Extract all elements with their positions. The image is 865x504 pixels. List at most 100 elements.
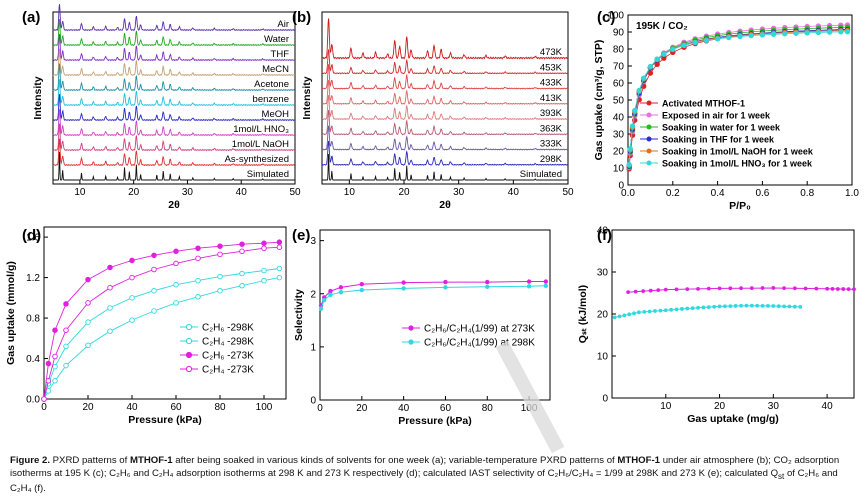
caption-compound-2: MTHOF-1 bbox=[617, 455, 661, 466]
qst-point bbox=[766, 304, 770, 308]
selectivity-point bbox=[321, 297, 327, 303]
xrd-trace bbox=[52, 138, 296, 167]
panel-b-y-axis-label: Intensity bbox=[301, 76, 313, 119]
isotherm-point bbox=[107, 264, 113, 271]
y-tick-label: 40 bbox=[613, 113, 625, 124]
xrd-trace-label: 1mol/L NaOH bbox=[232, 139, 289, 150]
isotherm-point bbox=[261, 277, 267, 284]
x-tick-label: 0.0 bbox=[621, 188, 635, 199]
y-tick-label: 0.4 bbox=[26, 354, 40, 365]
isotherm-point bbox=[239, 241, 245, 247]
qst-point bbox=[653, 309, 657, 313]
isotherm-point bbox=[759, 32, 766, 38]
isotherm-point bbox=[726, 34, 732, 41]
isotherm-point bbox=[661, 51, 667, 57]
panel-c-series bbox=[626, 22, 851, 172]
legend-entry: C₂H₆/C₂H₄(1/99) at 298K bbox=[424, 338, 535, 349]
caption-compound-1: MTHOF-1 bbox=[129, 455, 173, 466]
panel-c-legend: Activated MTHOF-1 Exposed in air for 1 we… bbox=[640, 99, 814, 169]
qst-point bbox=[771, 286, 776, 290]
qst-point bbox=[814, 286, 819, 291]
panel-a-panel-label: (a) bbox=[22, 9, 40, 26]
panel-d-series bbox=[41, 239, 283, 402]
isotherm-point bbox=[41, 396, 47, 402]
panel-b-frame bbox=[321, 11, 569, 185]
qst-point bbox=[798, 304, 803, 309]
qst-point bbox=[636, 310, 641, 315]
y-tick-label: 40 bbox=[597, 226, 609, 237]
panel-d-y-axis-label: Gas uptake (mmol/g) bbox=[5, 261, 17, 365]
legend-swatch-marker bbox=[646, 160, 652, 166]
legend-swatch-marker bbox=[408, 325, 414, 331]
isotherm-point bbox=[151, 308, 157, 314]
isotherm-point bbox=[151, 252, 157, 259]
qst-point bbox=[782, 304, 786, 309]
xrd-trace-label: 333K bbox=[540, 139, 563, 150]
legend-entry: Soaking in 1mol/L HNO₃ for 1 week bbox=[662, 159, 813, 169]
qst-point bbox=[749, 286, 754, 291]
isotherm-point bbox=[804, 30, 810, 36]
isotherm-point bbox=[45, 360, 52, 367]
qst-point bbox=[669, 307, 674, 312]
legend-swatch-marker bbox=[646, 136, 652, 142]
caption-text-2: after being soaked in various kinds of s… bbox=[175, 455, 615, 466]
isotherm-point bbox=[261, 267, 267, 274]
panel-c-y-ticks: 0 10 20 30 40 50 60 70 80 90 100 bbox=[607, 11, 632, 192]
isotherm-point bbox=[151, 266, 157, 273]
xrd-trace bbox=[321, 49, 569, 75]
legend-entry: C₂H₆/C₂H₄(1/99) at 273K bbox=[424, 324, 535, 335]
caption-text-3: under air atmosphere (b); CO₂ adsorption… bbox=[10, 455, 840, 479]
qst-point bbox=[792, 286, 797, 291]
legend-entry: Exposed in air for 1 week bbox=[662, 111, 771, 121]
x-tick-label: 0.6 bbox=[755, 188, 769, 199]
y-tick-label: 3 bbox=[310, 236, 316, 247]
isotherm-point bbox=[52, 378, 58, 384]
isotherm-point bbox=[629, 123, 636, 129]
isotherm-point bbox=[815, 29, 822, 36]
qst-point bbox=[728, 286, 733, 291]
qst-point bbox=[674, 287, 679, 292]
isotherm-point bbox=[85, 300, 91, 306]
xrd-trace bbox=[321, 109, 569, 136]
isotherm-point bbox=[195, 255, 201, 262]
y-tick-label: 1.6 bbox=[26, 233, 40, 244]
x-tick-label: 10 bbox=[74, 187, 86, 198]
legend-entry: Soaking in 1mol/L NaOH for 1 week bbox=[662, 147, 814, 157]
x-tick-label: 40 bbox=[508, 187, 520, 198]
xrd-trace bbox=[52, 48, 296, 77]
panel-a-x-axis-label: 2θ bbox=[168, 199, 180, 211]
xrd-trace-label: 393K bbox=[540, 108, 563, 119]
legend-swatch-marker bbox=[185, 365, 193, 373]
legend-swatch-marker bbox=[646, 124, 652, 130]
xrd-trace bbox=[52, 63, 295, 92]
legend-swatch-marker bbox=[408, 339, 414, 345]
legend-swatch-marker bbox=[185, 351, 193, 359]
qst-point bbox=[685, 287, 690, 292]
qst-point bbox=[803, 286, 808, 291]
panel-e-y-axis-label: Selectivity bbox=[293, 289, 305, 341]
x-tick-label: 80 bbox=[214, 402, 226, 413]
y-tick-label: 0 bbox=[602, 394, 608, 405]
selectivity-point bbox=[526, 284, 532, 289]
qst-point bbox=[648, 288, 653, 293]
xrd-trace bbox=[52, 34, 296, 62]
isotherm-point bbox=[85, 276, 91, 283]
isotherm-point bbox=[217, 273, 223, 280]
xrd-trace-label: Simulated bbox=[520, 169, 562, 180]
panel-f-x-ticks: 10 20 30 40 bbox=[660, 394, 833, 412]
isotherm-point bbox=[129, 317, 135, 323]
y-tick-label: 0 bbox=[310, 396, 316, 407]
qst-point bbox=[755, 303, 760, 308]
qst-point bbox=[696, 305, 700, 310]
y-tick-label: 1.2 bbox=[26, 273, 40, 284]
panel-d-legend: C₂H₆ -298K C₂H₄ -298K C₂H₆ -273K C₂H₄ -273K bbox=[180, 323, 254, 376]
y-tick-label: 2 bbox=[310, 289, 316, 300]
panel-f-x-axis-label: Gas uptake (mg/g) bbox=[687, 413, 779, 425]
y-tick-label: 0 bbox=[618, 181, 624, 192]
qst-point bbox=[680, 307, 684, 311]
selectivity-point bbox=[543, 279, 549, 284]
isotherm-point bbox=[670, 46, 676, 53]
xrd-trace bbox=[321, 125, 569, 151]
qst-point bbox=[658, 308, 663, 313]
qst-point bbox=[706, 286, 711, 291]
